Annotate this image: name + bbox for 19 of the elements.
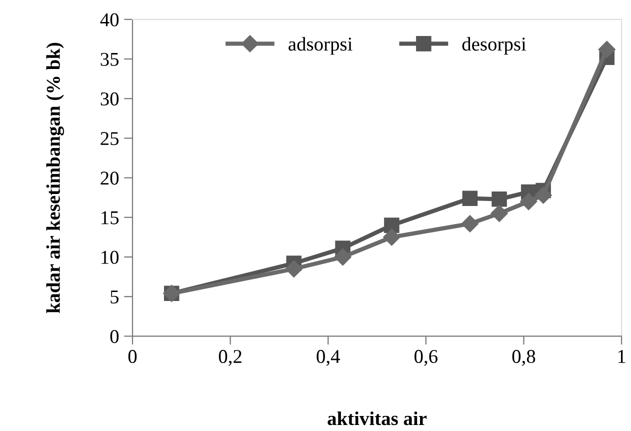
y-tick-label: 35 [100,52,119,66]
y-tick-label: 20 [100,172,119,185]
x-tick-label: 0,6 [414,350,438,366]
legend-label: adsorpsi [288,37,352,55]
x-tick-label: 0,2 [218,350,242,366]
y-tick-label: 30 [100,92,119,106]
x-tick-label: 1 [618,350,626,363]
y-tick-label: 0 [110,330,119,344]
x-axis-title: aktivitas air [328,411,427,426]
y-tick-label: 25 [100,132,119,146]
x-tick-label: 0,4 [316,350,340,366]
y-tick-label: 10 [102,250,119,264]
y-tick-label: 15 [102,211,119,224]
legend-label: desorpsi [462,37,526,55]
x-tick-label: 0 [128,350,137,364]
x-tick-label: 0,8 [512,350,536,366]
y-tick-label: 5 [110,290,119,304]
y-axis-title: kadar air kesetimbangan (% bk) [46,42,64,314]
y-tick-label: 40 [100,13,119,26]
